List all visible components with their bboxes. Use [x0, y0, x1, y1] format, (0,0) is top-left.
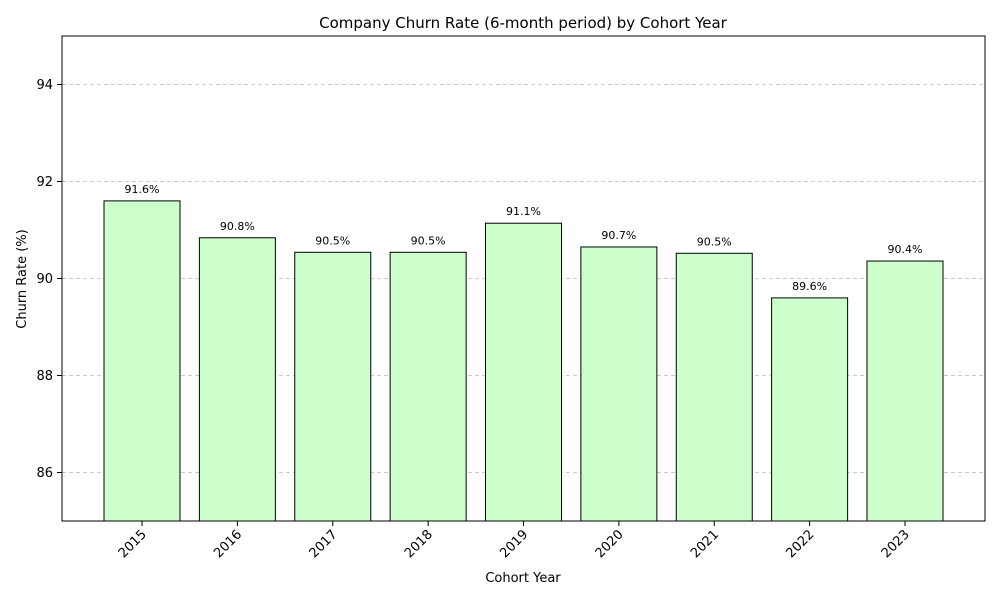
bar-2019 [485, 222, 562, 522]
y-tick-label-94: 94 [36, 78, 53, 93]
x-tick-label-2017: 2017 [307, 527, 341, 561]
x-tick-label-2019: 2019 [497, 527, 531, 561]
bar-2018 [389, 251, 467, 522]
x-axis-label: Cohort Year [485, 571, 561, 586]
x-axis: 2015 2016 2017 2018 2019 2020 2021 2022 2023 [116, 521, 913, 561]
x-tick-label-2018: 2018 [402, 527, 436, 561]
x-tick-label-2016: 2016 [211, 527, 245, 561]
x-tick-label-2015: 2015 [116, 527, 150, 561]
data-label-2017: 90.5% [315, 234, 350, 247]
bar-2021 [675, 252, 753, 522]
x-tick-label-2022: 2022 [783, 527, 817, 561]
data-label-2015: 91.6% [125, 183, 160, 196]
data-label-2021: 90.5% [697, 235, 732, 248]
bar-2022 [771, 297, 849, 522]
y-tick-label-88: 88 [36, 369, 53, 384]
y-tick-label-90: 90 [36, 272, 53, 287]
bar-2016 [198, 237, 276, 522]
bar-2015 [103, 200, 181, 522]
y-tick-label-86: 86 [36, 466, 53, 481]
data-label-2022: 89.6% [792, 280, 827, 293]
bars [103, 200, 944, 522]
y-axis-label: Churn Rate (%) [15, 229, 30, 328]
chart-title: Company Churn Rate (6-month period) by C… [319, 14, 728, 32]
data-labels: 91.6% 90.8% 90.5% 90.5% 91.1% 90.7% 90.5% 89.6%… [125, 183, 923, 293]
bar-2020 [580, 246, 658, 522]
x-tick-label-2020: 2020 [593, 527, 627, 561]
data-label-2023: 90.4% [888, 243, 923, 256]
data-label-2020: 90.7% [601, 229, 636, 242]
x-tick-label-2023: 2023 [879, 527, 913, 561]
y-tick-label-92: 92 [36, 175, 53, 190]
bar-2023 [866, 260, 944, 522]
data-label-2016: 90.8% [220, 220, 255, 233]
data-label-2019: 91.1% [506, 205, 541, 218]
bar-2017 [294, 251, 372, 522]
data-label-2018: 90.5% [411, 234, 446, 247]
x-tick-label-2021: 2021 [688, 527, 722, 561]
y-axis: 86 88 90 92 94 [36, 78, 62, 481]
